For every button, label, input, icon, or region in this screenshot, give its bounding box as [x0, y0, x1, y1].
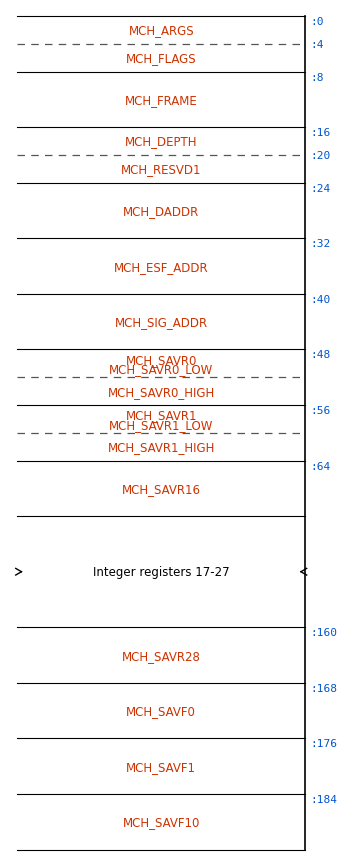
Text: MCH_SAVR1: MCH_SAVR1: [126, 409, 197, 422]
Text: MCH_SAVF1: MCH_SAVF1: [126, 760, 196, 773]
Text: :40: :40: [310, 294, 330, 305]
Text: MCH_SAVF0: MCH_SAVF0: [126, 704, 196, 717]
Text: MCH_ESF_ADDR: MCH_ESF_ADDR: [114, 260, 208, 273]
Text: MCH_SAVR0_HIGH: MCH_SAVR0_HIGH: [107, 385, 215, 398]
Text: :160: :160: [310, 628, 337, 637]
Text: :32: :32: [310, 239, 330, 249]
Text: MCH_RESVD1: MCH_RESVD1: [121, 163, 201, 177]
Text: MCH_SAVR1_HIGH: MCH_SAVR1_HIGH: [107, 441, 215, 454]
Text: MCH_FLAGS: MCH_FLAGS: [126, 52, 196, 65]
Text: MCH_SAVR0: MCH_SAVR0: [126, 353, 197, 366]
Text: MCH_SAVR28: MCH_SAVR28: [122, 649, 201, 662]
Text: :168: :168: [310, 683, 337, 693]
Text: MCH_SAVF10: MCH_SAVF10: [123, 815, 200, 828]
Text: :24: :24: [310, 183, 330, 194]
Text: Integer registers 17-27: Integer registers 17-27: [93, 566, 229, 579]
Text: :0: :0: [310, 17, 323, 27]
Text: MCH_SAVR1_LOW: MCH_SAVR1_LOW: [109, 418, 213, 431]
Text: MCH_FRAME: MCH_FRAME: [125, 94, 197, 107]
Text: MCH_DADDR: MCH_DADDR: [123, 205, 199, 218]
Text: :64: :64: [310, 461, 330, 471]
Text: :16: :16: [310, 128, 330, 138]
Text: MCH_SIG_ADDR: MCH_SIG_ADDR: [115, 316, 208, 329]
Text: :56: :56: [310, 406, 330, 416]
Text: MCH_ARGS: MCH_ARGS: [129, 24, 194, 37]
Text: MCH_SAVR16: MCH_SAVR16: [122, 482, 201, 495]
Text: :4: :4: [310, 40, 323, 50]
Text: :176: :176: [310, 739, 337, 748]
Text: :184: :184: [310, 794, 337, 804]
Text: :8: :8: [310, 72, 323, 83]
Text: :20: :20: [310, 151, 330, 161]
Text: MCH_SAVR0_LOW: MCH_SAVR0_LOW: [109, 363, 213, 376]
Text: :48: :48: [310, 350, 330, 360]
Text: MCH_DEPTH: MCH_DEPTH: [125, 135, 197, 148]
